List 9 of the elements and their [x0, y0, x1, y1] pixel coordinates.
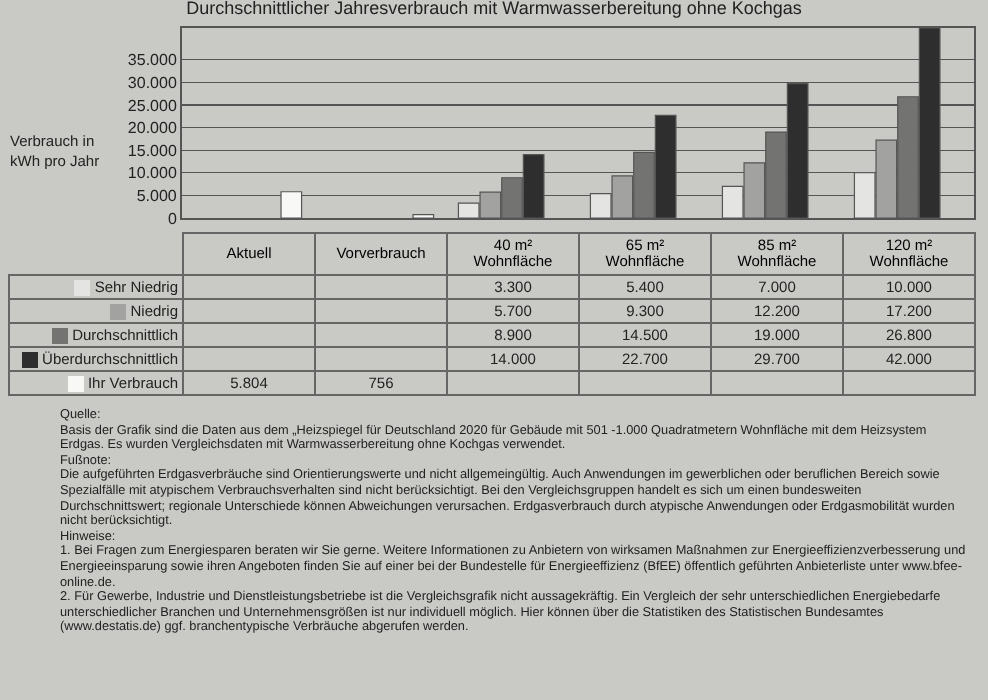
y-tick-label: 15.000: [127, 141, 178, 160]
y-tick-label: 5.000: [136, 186, 178, 205]
y-tick-label: 30.000: [127, 73, 178, 92]
y-tick-label: 10.000: [127, 164, 178, 183]
chart-title: Durchschnittlicher Jahresverbrauch mit Warmwasserbereitung ohne Kochgas: [186, 0, 803, 18]
y-tick-label: 0: [167, 209, 178, 228]
y-tick-label: 35.000: [127, 51, 178, 70]
y-tick-label: 20.000: [127, 119, 178, 138]
y-tick-label: 25.000: [127, 96, 178, 115]
